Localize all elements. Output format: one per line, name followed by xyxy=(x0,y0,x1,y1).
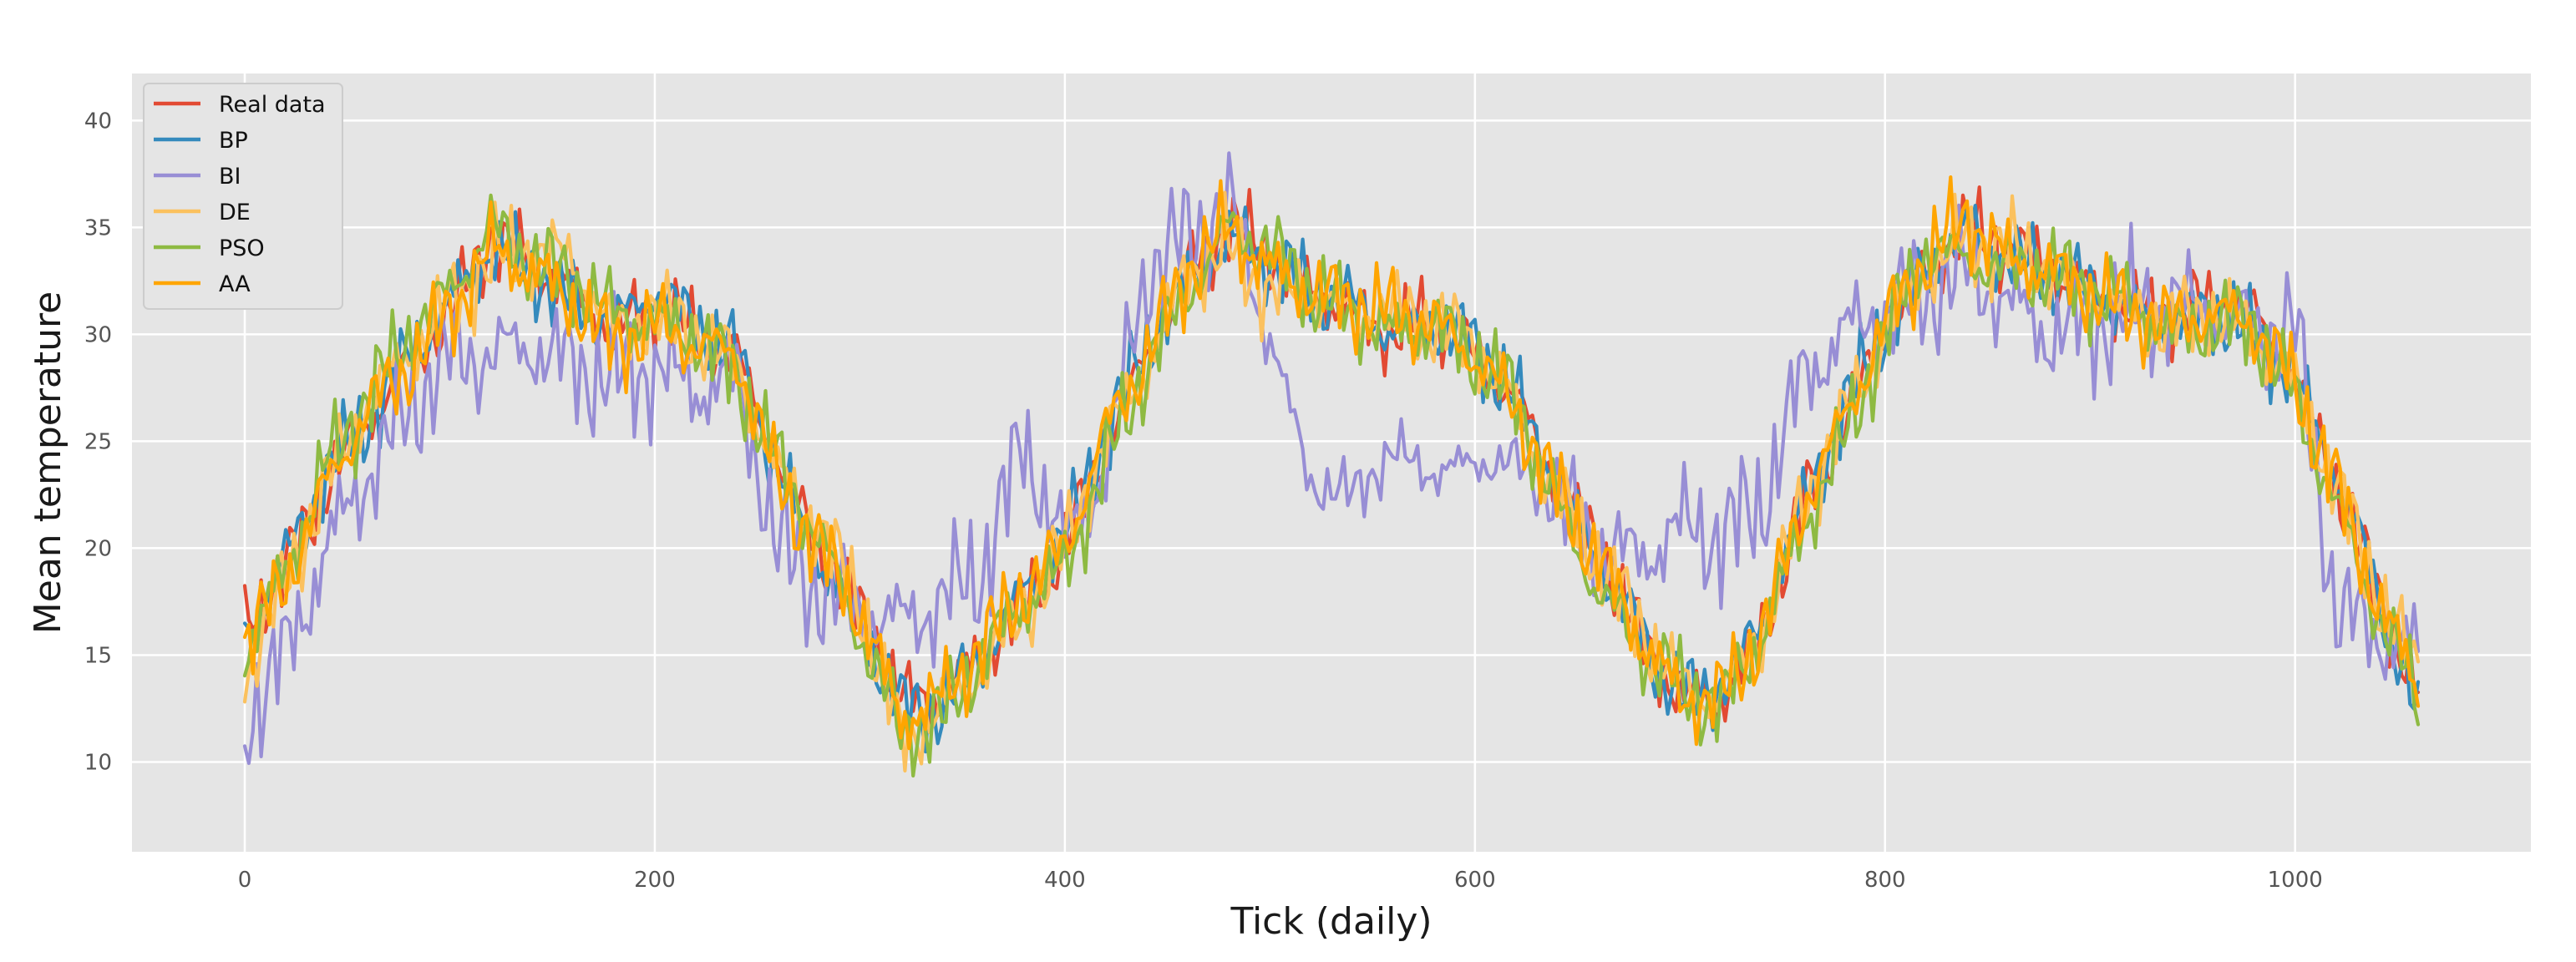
y-tick-label: 40 xyxy=(84,109,112,134)
legend-label-bi: BI xyxy=(219,164,241,190)
x-tick-label: 1000 xyxy=(2268,868,2323,893)
legend-label-aa: AA xyxy=(219,271,251,297)
legend-label-de: DE xyxy=(219,200,251,225)
x-tick-label: 600 xyxy=(1454,868,1496,893)
y-tick-label: 25 xyxy=(84,429,112,454)
legend: Real data BP BI DE PSO AA xyxy=(143,83,343,310)
legend-label-pso: PSO xyxy=(219,235,265,261)
y-tick-label: 30 xyxy=(84,322,112,347)
y-tick-label: 10 xyxy=(84,750,112,775)
legend-label-real-data: Real data xyxy=(219,92,326,118)
data-series xyxy=(242,151,2421,778)
series-line-bi xyxy=(242,151,2421,766)
x-tick-label: 400 xyxy=(1044,868,1086,893)
series-line-aa xyxy=(242,175,2421,751)
x-tick-label: 200 xyxy=(634,868,676,893)
axis-ticks: 0 200 400 600 800 1000 10 15 20 25 30 35 40 xyxy=(84,109,2323,893)
x-axis-label: Tick (daily) xyxy=(1230,900,1432,943)
y-tick-label: 35 xyxy=(84,215,112,240)
y-axis-label: Mean temperature xyxy=(27,291,69,634)
x-tick-label: 800 xyxy=(1864,868,1906,893)
y-tick-label: 15 xyxy=(84,643,112,668)
plot-area-background xyxy=(132,73,2531,852)
x-tick-label: 0 xyxy=(238,868,252,893)
grid-lines xyxy=(132,73,2531,852)
legend-label-bp: BP xyxy=(219,128,248,154)
y-tick-label: 20 xyxy=(84,536,112,561)
